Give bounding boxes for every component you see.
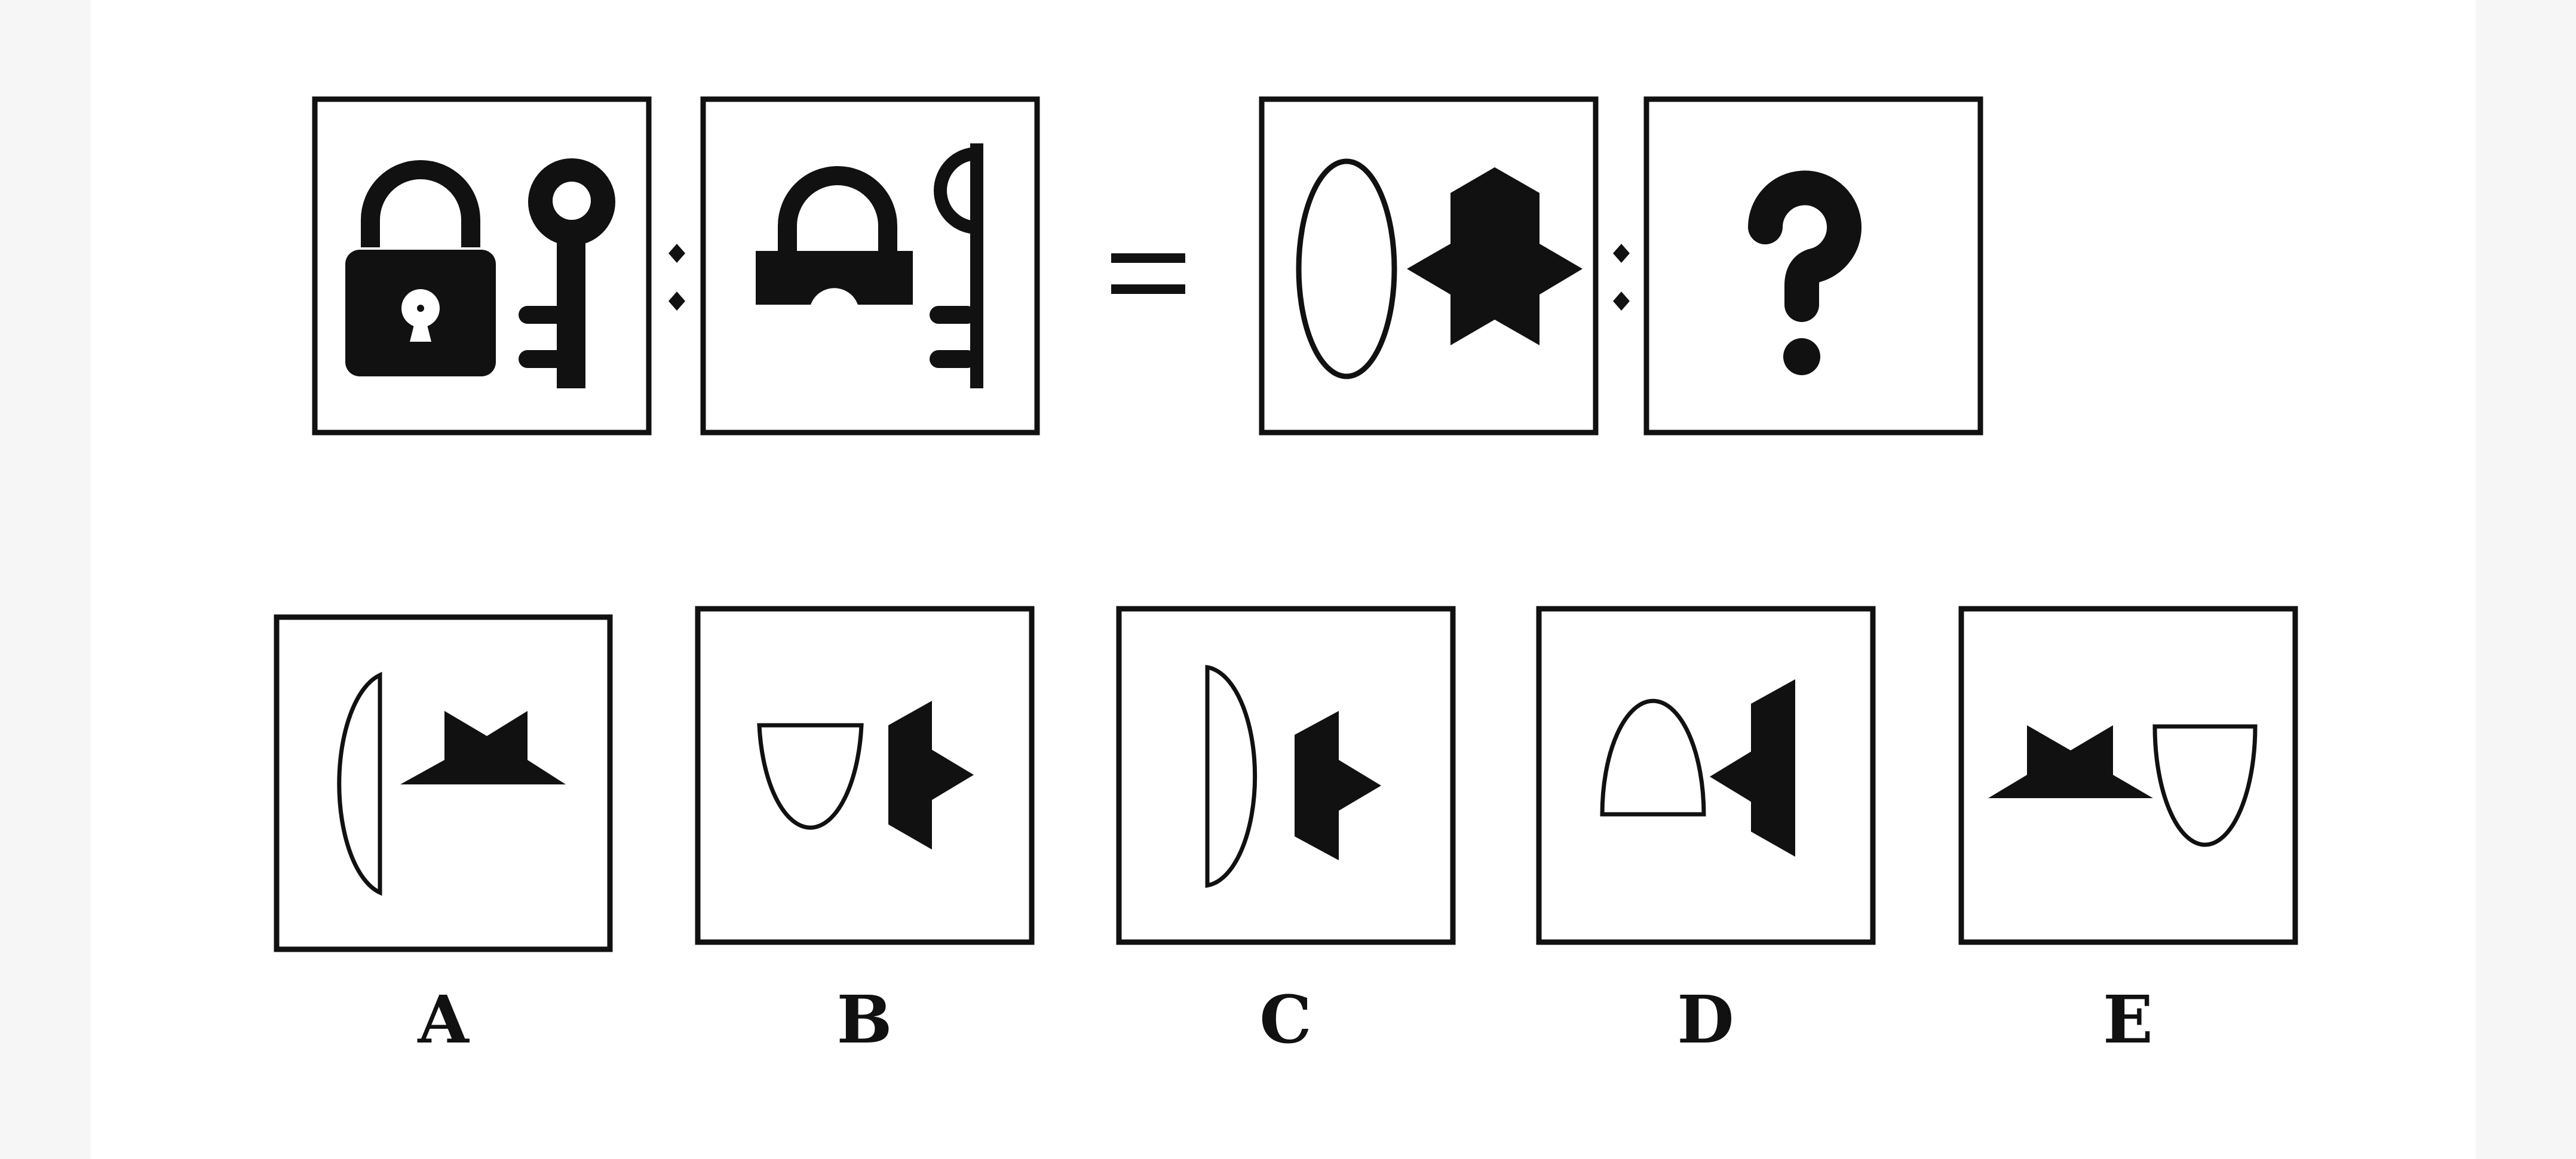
question-mark-icon — [1748, 170, 1862, 375]
option-e[interactable] — [1958, 606, 2298, 945]
half-star-icon — [1295, 711, 1381, 860]
half-oval-icon — [1600, 698, 1706, 817]
half-oval-icon — [1205, 664, 1258, 888]
half-oval-icon — [757, 723, 864, 830]
option-d[interactable] — [1536, 606, 1876, 945]
option-a-label: A — [418, 981, 469, 1058]
question-box-1 — [312, 96, 652, 436]
question-box-2 — [700, 96, 1040, 436]
option-b-label: B — [836, 981, 893, 1058]
option-c[interactable] — [1116, 606, 1456, 945]
half-key-icon — [930, 143, 983, 388]
half-star-icon — [888, 701, 974, 850]
option-a[interactable] — [274, 614, 613, 952]
option-e-label: E — [2103, 981, 2153, 1058]
key-icon — [519, 158, 615, 388]
option-c-label: C — [1259, 981, 1312, 1058]
question-box-4 — [1643, 96, 1983, 436]
ratio-symbol-2 — [1613, 244, 1630, 311]
half-star-icon — [400, 711, 566, 784]
ratio-symbol-1 — [668, 244, 685, 311]
half-star-icon — [1710, 679, 1795, 857]
option-b[interactable] — [695, 606, 1035, 945]
half-oval-icon — [2152, 724, 2258, 847]
half-padlock-icon — [756, 166, 913, 305]
half-oval-icon — [337, 672, 382, 896]
oval-outline-icon — [1296, 158, 1397, 379]
six-point-star-icon — [1407, 167, 1583, 345]
half-star-icon — [1988, 725, 2153, 798]
equals-symbol — [1111, 253, 1185, 294]
padlock-icon — [345, 160, 496, 376]
option-d-label: D — [1677, 981, 1734, 1058]
question-box-3 — [1259, 96, 1599, 436]
